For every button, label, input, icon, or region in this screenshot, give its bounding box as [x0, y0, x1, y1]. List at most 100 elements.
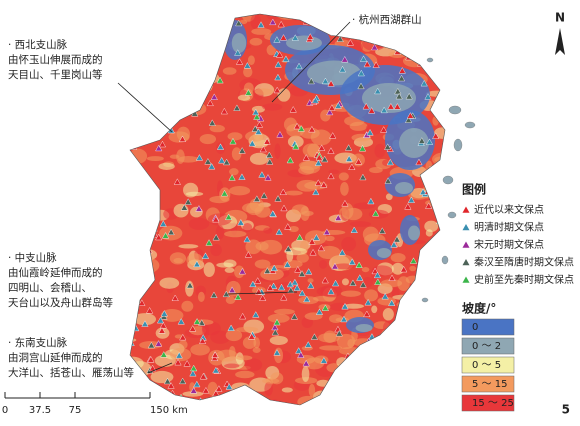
site-marker: [359, 173, 367, 181]
terrain-patch: [239, 19, 248, 25]
terrain-patch: [367, 31, 389, 39]
site-marker: [435, 277, 443, 285]
terrain-patch: [227, 132, 243, 141]
site-marker: [160, 351, 168, 358]
site-marker: [306, 33, 314, 40]
terrain-patch: [382, 25, 399, 37]
terrain-patch: [222, 67, 237, 75]
site-marker: [216, 76, 224, 84]
site-marker: [252, 108, 260, 116]
legend-label: 明清时期文保点: [474, 221, 544, 234]
site-marker: [255, 121, 263, 128]
terrain-patch: [431, 279, 444, 296]
islands: [421, 57, 476, 303]
lowland-edge: [231, 33, 247, 53]
terrain-patch: [319, 259, 328, 269]
terrain-patch: [144, 127, 164, 139]
site-marker: [234, 393, 243, 401]
terrain-patch: [438, 88, 445, 94]
terrain-patch: [319, 345, 343, 351]
site-marker: [394, 87, 402, 95]
site-marker: [284, 245, 292, 252]
north-label: N: [555, 11, 565, 25]
site-marker: [331, 262, 339, 270]
annotation-text: 四明山、会稽山、: [8, 281, 92, 294]
terrain-patch: [424, 220, 439, 232]
terrain-patch: [380, 36, 392, 44]
terrain-patch: [197, 291, 205, 303]
terrain-patch: [251, 28, 272, 35]
terrain-patch: [355, 386, 378, 403]
terrain-patch: [380, 279, 403, 288]
terrain-patch: [324, 235, 335, 242]
terrain-patch: [178, 340, 188, 350]
site-marker: [419, 188, 427, 195]
terrain-patch: [136, 123, 156, 130]
site-marker: [425, 138, 434, 145]
terrain-patch: [434, 127, 445, 139]
terrain-patch: [130, 184, 142, 197]
site-marker: [431, 375, 439, 383]
site-marker: [158, 140, 167, 148]
legend-title: 图例: [462, 182, 486, 197]
site-marker: [338, 65, 347, 73]
terrain-patch: [194, 66, 214, 73]
site-marker: [355, 261, 363, 268]
site-marker: [297, 351, 305, 358]
terrain-patch: [130, 148, 148, 164]
site-marker: [302, 154, 310, 161]
terrain-patch: [174, 20, 186, 31]
slope-swatch: [461, 318, 515, 336]
site-marker: [367, 197, 375, 205]
site-marker: [193, 380, 201, 388]
site-marker: [341, 56, 349, 63]
site-marker: [291, 34, 299, 41]
site-marker: [235, 19, 243, 27]
site-marker: [130, 134, 134, 141]
site-marker: [130, 64, 136, 71]
terrain-patch: [395, 393, 403, 403]
site-marker: [228, 286, 236, 293]
terrain-patch: [419, 248, 441, 261]
site-marker: [154, 98, 162, 105]
terrain-patch: [140, 99, 161, 109]
site-marker: [274, 61, 282, 68]
site-marker: [435, 314, 444, 322]
site-marker: [220, 189, 229, 197]
terrain-patch: [425, 199, 440, 206]
terrain-patch: [225, 296, 236, 304]
slope-label: 0 ～ 2: [472, 341, 501, 352]
terrain-patch: [242, 336, 257, 349]
slope-swatch: [461, 394, 515, 412]
terrain-patch: [210, 243, 222, 257]
site-marker: [414, 32, 422, 39]
lowland-edge: [286, 35, 322, 51]
terrain-patch: [381, 371, 391, 376]
site-marker: [368, 107, 376, 114]
terrain-patch: [368, 209, 389, 219]
terrain-patch: [429, 398, 445, 405]
site-marker: [386, 158, 394, 166]
site-marker: [211, 354, 219, 361]
site-marker: [308, 125, 316, 133]
terrain-patch: [338, 172, 349, 181]
site-marker: [407, 196, 415, 203]
site-marker: [328, 104, 336, 111]
site-marker: [239, 312, 247, 320]
terrain-patch: [183, 45, 190, 59]
terrain-patch: [417, 326, 440, 343]
site-marker: [327, 288, 335, 295]
terrain-patch: [313, 390, 332, 402]
terrain-patch: [300, 127, 320, 139]
terrain-patch: [395, 323, 417, 330]
scale-label: 150 km: [150, 405, 188, 416]
terrain-patch: [389, 355, 402, 362]
site-marker: [167, 228, 175, 236]
terrain-patch: [281, 387, 293, 393]
slope-label: 0 ～ 5: [472, 360, 501, 371]
site-marker: [384, 390, 392, 398]
site-marker: [236, 58, 244, 65]
site-marker: [204, 158, 212, 165]
terrain-patch: [254, 259, 271, 269]
terrain-patch: [423, 255, 435, 265]
